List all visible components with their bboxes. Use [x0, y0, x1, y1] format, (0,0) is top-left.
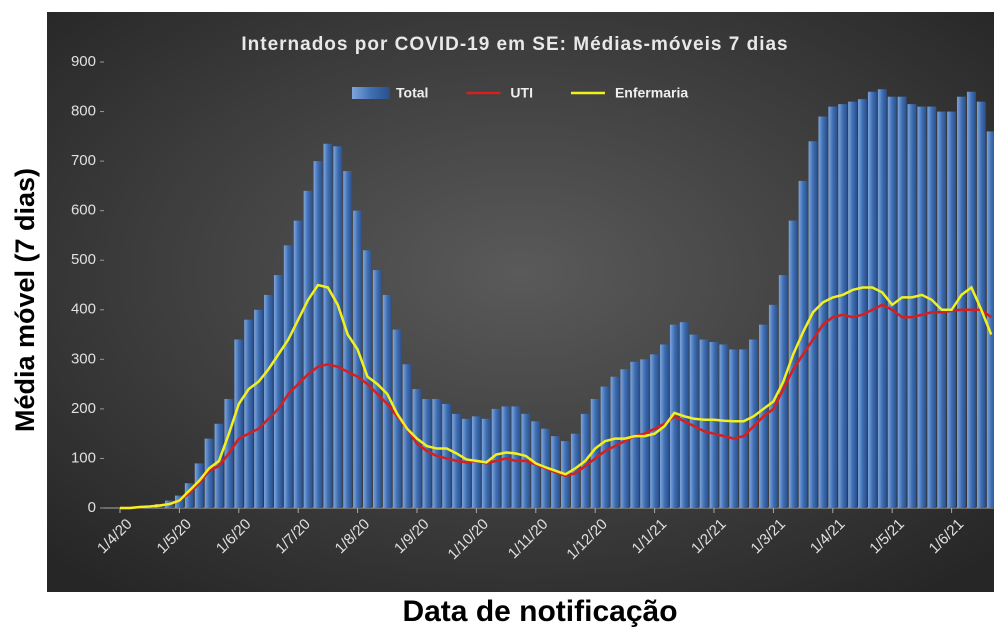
bar	[986, 131, 994, 508]
line	[120, 283, 993, 510]
bar	[382, 294, 392, 508]
bar	[848, 101, 858, 509]
y-tick-label: 200	[71, 400, 96, 417]
y-tick-label: 900	[71, 53, 96, 70]
bar	[333, 146, 343, 508]
bar	[432, 398, 442, 508]
bar	[353, 210, 363, 508]
bar	[491, 408, 501, 508]
chart-title: Internados por COVID-19 em SE: Médias-mó…	[241, 34, 788, 55]
bar	[273, 275, 283, 508]
legend-swatch	[352, 87, 390, 99]
bar	[818, 116, 828, 508]
y-axis-label: Média móvel (7 dias)	[10, 168, 40, 432]
legend: Total UTI Enfermaria	[352, 85, 688, 101]
y-tick-label: 700	[71, 152, 96, 169]
bar	[511, 406, 521, 508]
bar	[600, 386, 610, 508]
x-axis-label: Data de notificação	[402, 595, 677, 628]
bar	[867, 91, 877, 508]
y-tick-label: 300	[71, 350, 96, 367]
bar	[184, 483, 194, 508]
bar	[788, 220, 798, 509]
bar	[343, 171, 353, 508]
bar	[858, 99, 867, 509]
bar	[234, 339, 244, 508]
line	[120, 303, 992, 510]
bar	[650, 354, 660, 508]
bar	[363, 250, 372, 509]
y-tick-label: 800	[71, 103, 96, 120]
bar	[877, 89, 887, 508]
bar	[570, 433, 580, 508]
bar	[283, 245, 293, 508]
bar	[689, 334, 699, 508]
legend-label: UTI	[510, 85, 533, 101]
bar	[412, 389, 422, 508]
bar	[927, 106, 937, 508]
bar	[264, 294, 273, 508]
y-tick-label: 600	[71, 202, 96, 219]
bar	[610, 376, 620, 508]
bar	[254, 309, 264, 508]
bar	[749, 339, 759, 508]
bar	[313, 161, 323, 508]
y-tick-label: 0	[88, 499, 96, 516]
y-tick-label: 500	[71, 251, 96, 268]
bar	[303, 190, 313, 508]
bar	[808, 141, 818, 509]
bar	[897, 96, 907, 508]
bar	[976, 101, 986, 509]
bar	[907, 104, 917, 508]
bar	[719, 344, 729, 508]
bar	[966, 91, 976, 508]
legend-label: Enfermaria	[615, 85, 688, 101]
bar	[590, 398, 600, 508]
bar	[422, 398, 432, 508]
bar	[729, 349, 739, 508]
bar	[838, 104, 848, 508]
legend-label: Total	[396, 85, 428, 101]
bar	[194, 463, 204, 508]
bar	[957, 96, 966, 508]
bar	[392, 329, 402, 508]
bar	[323, 143, 333, 508]
y-tick-label: 400	[71, 301, 96, 318]
bar	[442, 403, 452, 508]
bar	[204, 438, 214, 508]
bar	[699, 339, 709, 508]
bar	[402, 364, 412, 508]
bar	[709, 341, 719, 508]
y-tick-label: 100	[71, 449, 96, 466]
bar	[372, 270, 382, 508]
bar	[917, 106, 927, 508]
bar	[739, 349, 749, 508]
bar	[798, 180, 808, 508]
bar	[244, 319, 254, 508]
bar	[887, 96, 897, 508]
bar	[828, 106, 838, 508]
bar	[293, 220, 303, 509]
